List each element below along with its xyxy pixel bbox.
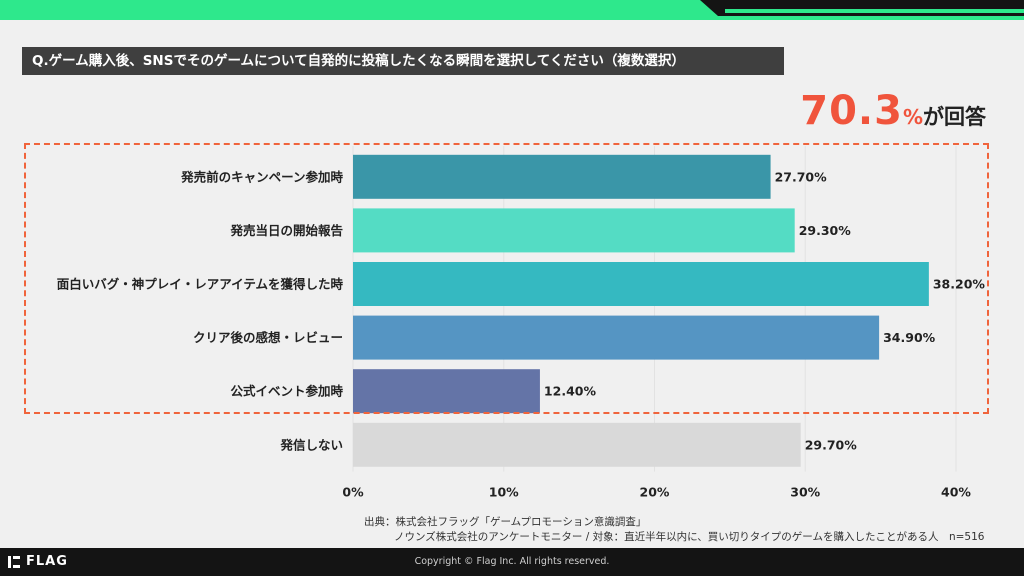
highlight-value: 70.3 bbox=[800, 88, 903, 134]
x-tick-label: 0% bbox=[342, 485, 364, 500]
question-title: Q.ゲーム購入後、SNSでそのゲームについて自発的に投稿したくなる瞬間を選択して… bbox=[22, 47, 784, 75]
footer: FLAG Copyright © Flag Inc. All rights re… bbox=[0, 548, 1024, 576]
top-banner bbox=[0, 0, 1024, 20]
highlight-suffix: が回答 bbox=[923, 105, 986, 129]
highlight-unit: % bbox=[902, 105, 923, 129]
flag-logo-icon bbox=[8, 555, 20, 568]
data-label: 12.40% bbox=[544, 384, 597, 399]
data-label: 27.70% bbox=[775, 169, 828, 184]
data-label: 29.70% bbox=[805, 437, 858, 452]
category-label: クリア後の感想・レビュー bbox=[193, 330, 343, 345]
category-label: 発信しない bbox=[279, 437, 343, 452]
bar-chart: 0% 10% 20% 30% 40% 発売前のキャンペーン参加時 27.70% 発売当日の開始… bbox=[57, 146, 986, 500]
highlight-box bbox=[24, 143, 989, 414]
source-note: 出典：株式会社フラッグ「ゲームプロモーション意識調査」 ノウンズ株式会社のアンケ… bbox=[364, 515, 984, 545]
category-label: 発売前のキャンペーン参加時 bbox=[180, 169, 343, 184]
data-label: 34.90% bbox=[883, 330, 936, 345]
x-tick-label: 20% bbox=[640, 485, 670, 500]
bar bbox=[353, 262, 929, 306]
category-label: 公式イベント参加時 bbox=[230, 384, 343, 399]
bar bbox=[353, 422, 801, 467]
category-label: 面白いバグ・神プレイ・レアアイテムを獲得した時 bbox=[57, 277, 344, 292]
x-tick-label: 30% bbox=[790, 485, 820, 500]
flag-logo: FLAG bbox=[8, 554, 68, 569]
category-label: 発売当日の開始報告 bbox=[229, 223, 343, 238]
bar bbox=[353, 369, 540, 414]
copyright: Copyright © Flag Inc. All rights reserve… bbox=[414, 556, 610, 567]
data-label: 38.20% bbox=[933, 277, 986, 292]
x-tick-label: 10% bbox=[489, 485, 519, 500]
bar bbox=[353, 315, 880, 360]
source-line-2: ノウンズ株式会社のアンケートモニター / 対象：直近半年以内に、買い切りタイプの… bbox=[394, 531, 985, 543]
source-line-1: 出典：株式会社フラッグ「ゲームプロモーション意識調査」 bbox=[364, 516, 647, 528]
bar bbox=[353, 154, 771, 199]
bar bbox=[353, 208, 795, 253]
data-label: 29.30% bbox=[799, 223, 852, 238]
logo-text: FLAG bbox=[26, 554, 68, 569]
x-tick-label: 40% bbox=[941, 485, 971, 500]
highlight-stat: 70.3 % が回答 bbox=[800, 88, 986, 134]
